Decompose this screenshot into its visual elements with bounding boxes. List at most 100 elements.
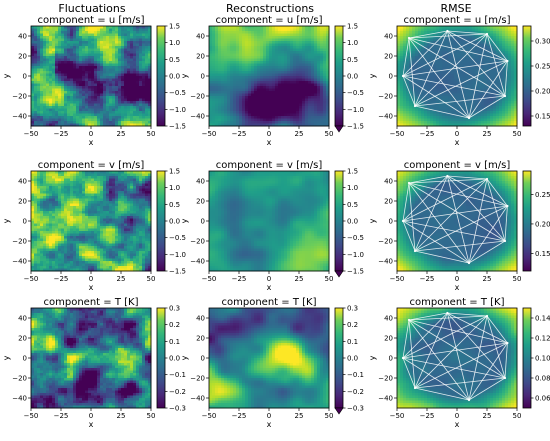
heatmap-cell <box>439 81 443 84</box>
heatmap-cell <box>142 121 146 124</box>
heatmap-cell <box>79 121 83 124</box>
heatmap-cell <box>46 81 50 84</box>
heatmap-cell <box>127 36 131 39</box>
heatmap-cell <box>233 106 237 109</box>
heatmap-cell <box>493 93 497 97</box>
heatmap-cell <box>148 71 152 74</box>
heatmap-cell <box>40 83 44 87</box>
heatmap-cell <box>233 43 237 47</box>
heatmap-cell <box>236 113 240 117</box>
heatmap-cell <box>290 116 294 119</box>
heatmap-cell <box>466 41 470 44</box>
heatmap-cell <box>212 101 216 104</box>
heatmap-cell <box>118 28 122 32</box>
heatmap-cell <box>323 113 327 117</box>
heatmap-cell <box>55 171 59 174</box>
heatmap-cell <box>251 26 255 29</box>
heatmap-cell <box>73 48 77 52</box>
heatmap-cell <box>121 88 125 92</box>
heatmap-cell <box>487 43 491 47</box>
heatmap-cell <box>73 46 77 49</box>
heatmap-cell <box>427 121 431 124</box>
heatmap-cell <box>209 108 213 112</box>
heatmap-cell <box>148 118 152 122</box>
heatmap-cell <box>239 113 243 117</box>
heatmap-cell <box>424 96 428 99</box>
heatmap-cell <box>415 98 419 102</box>
heatmap-cell <box>130 91 134 94</box>
heatmap-cell <box>287 38 291 42</box>
heatmap-cell <box>79 41 83 44</box>
heatmap-cell <box>409 81 413 84</box>
heatmap-cell <box>245 68 249 72</box>
heatmap-cell <box>121 46 125 49</box>
column-title-fluctuations: Fluctuations <box>58 2 125 15</box>
heatmap-cell <box>400 121 404 124</box>
heatmap-cell <box>427 26 431 29</box>
heatmap-cell <box>218 101 222 104</box>
heatmap-cell <box>433 101 437 104</box>
heatmap-cell <box>472 53 476 57</box>
heatmap-cell <box>127 123 131 127</box>
heatmap-cell <box>242 106 246 109</box>
heatmap-cell <box>290 118 294 122</box>
heatmap-cell <box>281 71 285 74</box>
heatmap-cell <box>46 86 50 89</box>
heatmap-cell <box>320 28 324 32</box>
heatmap-cell <box>469 123 473 127</box>
heatmap-cell <box>260 78 264 82</box>
heatmap-cell <box>269 63 273 67</box>
heatmap-cell <box>236 51 240 54</box>
heatmap-cell <box>412 48 416 52</box>
heatmap-cell <box>287 113 291 117</box>
heatmap-cell <box>133 93 137 97</box>
heatmap-cell <box>439 108 443 112</box>
heatmap-cell <box>296 91 300 94</box>
heatmap-cell <box>299 56 303 59</box>
heatmap-cell <box>248 46 252 49</box>
heatmap-cell <box>272 83 276 87</box>
heatmap-cell <box>91 48 95 52</box>
heatmap-cell <box>484 78 488 82</box>
heatmap-cell <box>257 58 261 62</box>
heatmap-cell <box>79 171 83 174</box>
heatmap-cell <box>448 96 452 99</box>
heatmap-cell <box>296 73 300 77</box>
heatmap-cell <box>320 46 324 49</box>
heatmap-cell <box>505 28 509 32</box>
heatmap-cell <box>463 96 467 99</box>
heatmap-cell <box>82 56 86 59</box>
heatmap-cell <box>433 91 437 94</box>
heatmap-cell <box>43 73 47 77</box>
heatmap-cell <box>230 78 234 82</box>
heatmap-cell <box>302 116 306 119</box>
heatmap-cell <box>227 68 231 72</box>
heatmap-cell <box>85 33 89 37</box>
heatmap-cell <box>314 38 318 42</box>
heatmap-cell <box>448 106 452 109</box>
heatmap-cell <box>308 33 312 37</box>
heatmap-cell <box>287 91 291 94</box>
heatmap-cell <box>76 123 80 127</box>
heatmap-cell <box>305 123 309 127</box>
heatmap-cell <box>248 48 252 52</box>
heatmap-cell <box>115 33 119 37</box>
heatmap-cell <box>299 123 303 127</box>
heatmap-cell <box>427 68 431 72</box>
heatmap-cell <box>130 46 134 49</box>
heatmap-cell <box>311 66 315 69</box>
heatmap-cell <box>91 38 95 42</box>
heatmap-cell <box>124 53 128 57</box>
heatmap-cell <box>290 63 294 67</box>
heatmap-cell <box>34 101 38 104</box>
heatmap-cell <box>406 106 410 109</box>
heatmap-cell <box>275 51 279 54</box>
heatmap-cell <box>230 91 234 94</box>
heatmap-cell <box>445 123 449 127</box>
heatmap-cell <box>496 81 500 84</box>
heatmap-cell <box>130 121 134 124</box>
heatmap-cell <box>287 41 291 44</box>
heatmap-cell <box>37 53 41 57</box>
heatmap-cell <box>266 83 270 87</box>
heatmap-cell <box>124 106 128 109</box>
